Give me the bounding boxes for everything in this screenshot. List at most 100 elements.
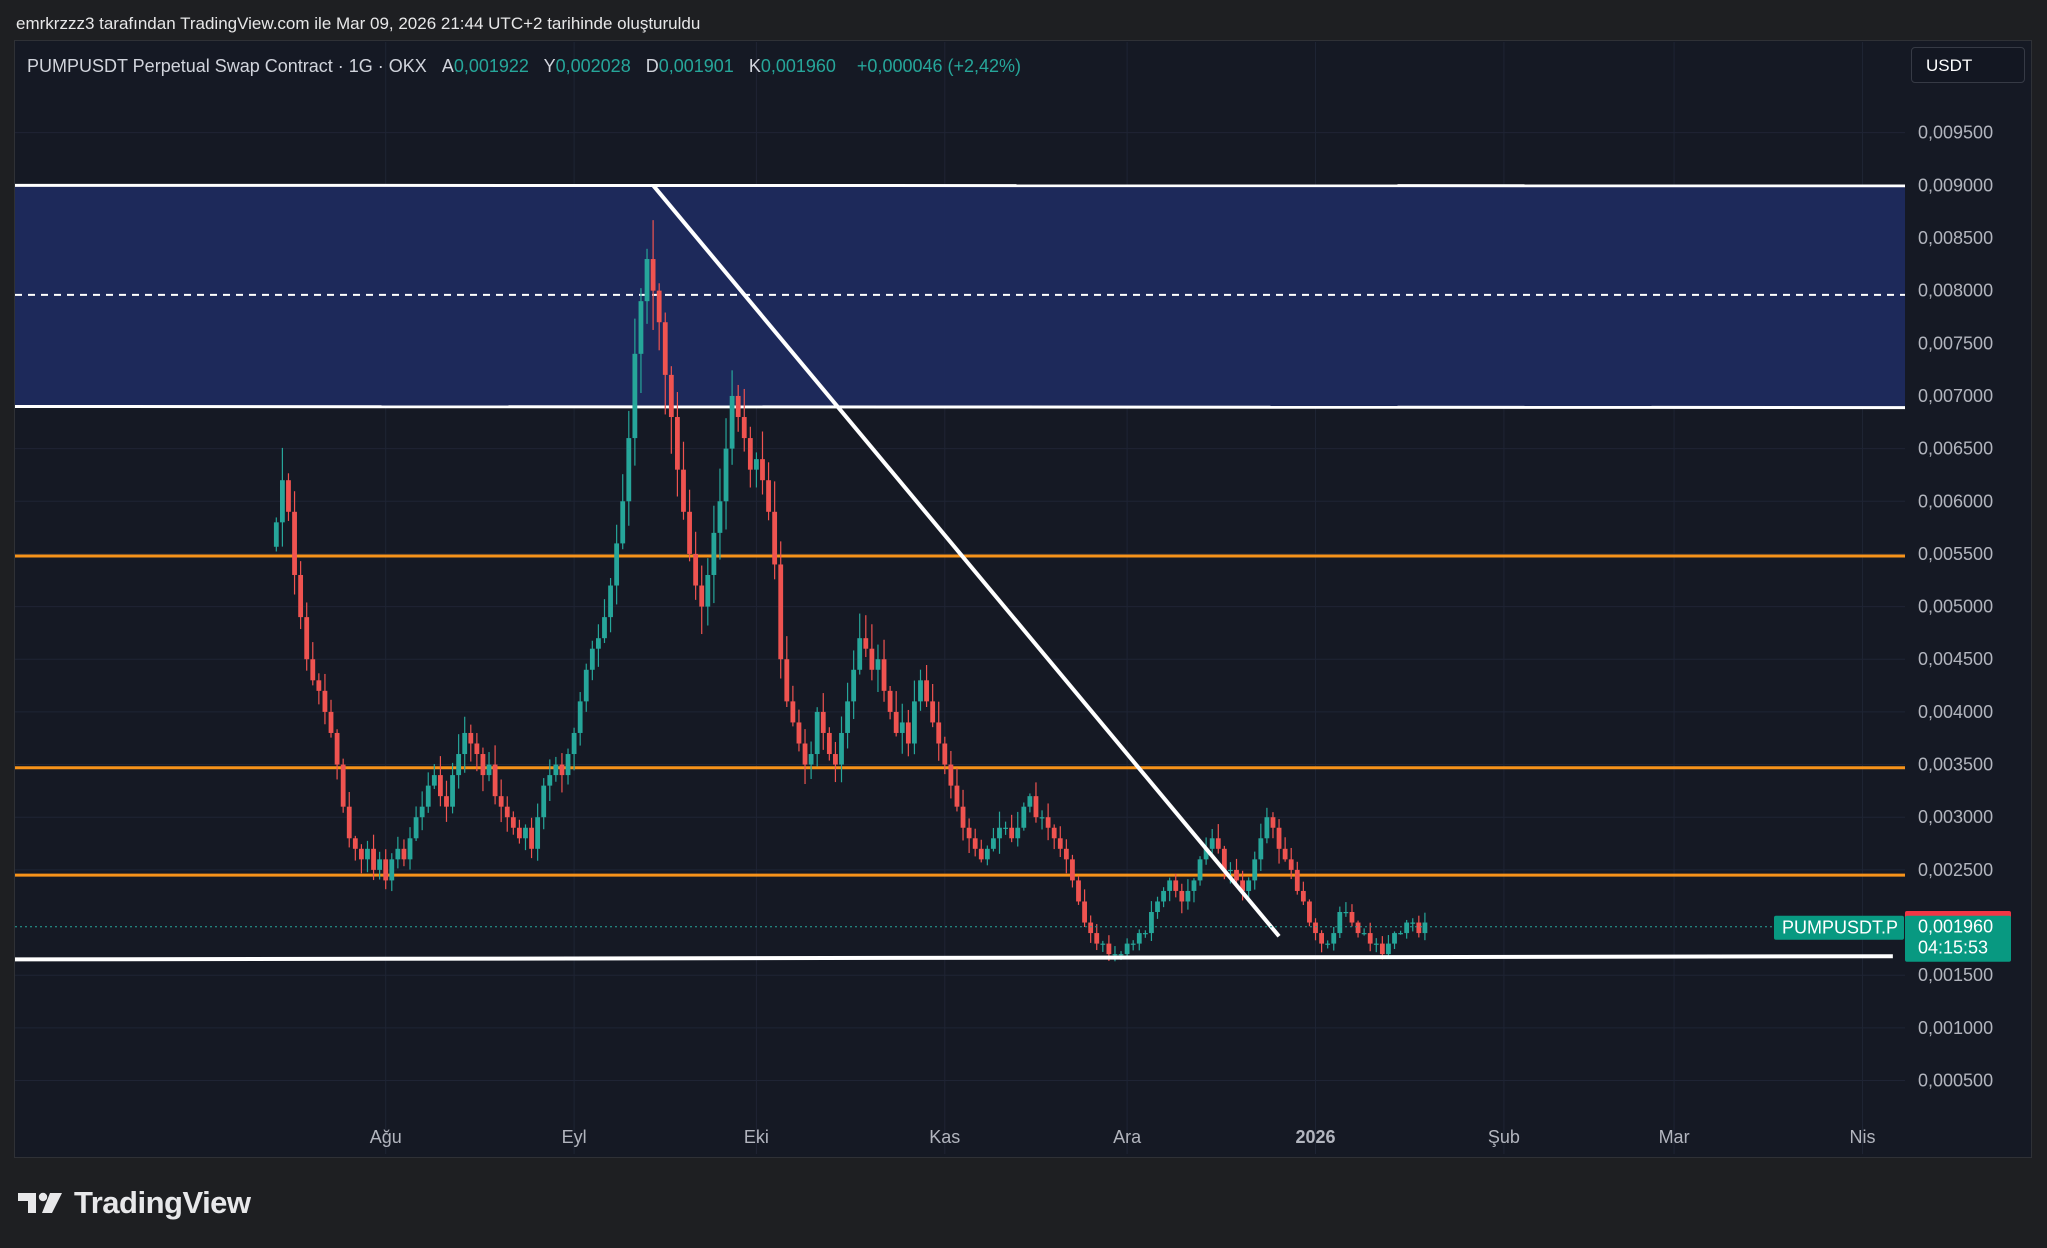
candle[interactable] — [553, 764, 559, 776]
candle[interactable] — [778, 564, 784, 660]
candle[interactable] — [632, 353, 638, 439]
candle[interactable] — [845, 701, 850, 733]
candle[interactable] — [365, 848, 370, 860]
candle[interactable] — [918, 680, 923, 702]
candle[interactable] — [1361, 933, 1367, 935]
candle[interactable] — [808, 754, 814, 765]
candle[interactable] — [1228, 869, 1233, 872]
candle[interactable] — [492, 764, 498, 797]
candle[interactable] — [523, 827, 528, 839]
candle[interactable] — [541, 785, 547, 818]
candle[interactable] — [1027, 796, 1033, 807]
candle[interactable] — [1258, 838, 1264, 860]
candle[interactable] — [1136, 933, 1142, 944]
candle[interactable] — [1100, 943, 1106, 945]
candle[interactable] — [1325, 943, 1331, 945]
candle[interactable] — [820, 711, 826, 733]
candle[interactable] — [1185, 890, 1191, 902]
candle[interactable] — [1276, 827, 1282, 849]
candle[interactable] — [1410, 922, 1416, 924]
candle[interactable] — [419, 806, 425, 818]
candle[interactable] — [559, 764, 565, 776]
candle[interactable] — [814, 711, 820, 755]
candle[interactable] — [286, 480, 291, 512]
candle[interactable] — [1045, 817, 1051, 828]
candle[interactable] — [735, 395, 741, 418]
candle[interactable] — [656, 290, 662, 323]
candle[interactable] — [456, 754, 462, 776]
candle[interactable] — [316, 680, 322, 691]
candle[interactable] — [1252, 859, 1258, 881]
candle[interactable] — [322, 690, 328, 712]
candle[interactable] — [1124, 943, 1130, 955]
candle[interactable] — [1142, 933, 1148, 935]
candle[interactable] — [1264, 817, 1270, 839]
candle[interactable] — [310, 659, 316, 681]
candle[interactable] — [328, 711, 334, 733]
candle[interactable] — [1300, 890, 1306, 902]
candle[interactable] — [444, 796, 449, 807]
candle[interactable] — [711, 532, 717, 575]
candle[interactable] — [881, 659, 887, 691]
candle[interactable] — [1021, 806, 1027, 828]
candle[interactable] — [1313, 922, 1318, 934]
candle[interactable] — [1404, 922, 1410, 934]
candle[interactable] — [407, 838, 413, 860]
candle[interactable] — [1221, 848, 1227, 870]
candle[interactable] — [972, 838, 978, 849]
candle[interactable] — [389, 859, 395, 881]
candle[interactable] — [1294, 869, 1300, 891]
candle[interactable] — [292, 511, 297, 575]
candle[interactable] — [729, 395, 735, 449]
candle[interactable] — [1337, 912, 1343, 934]
candle[interactable] — [960, 806, 966, 828]
candle[interactable] — [899, 722, 905, 733]
candle[interactable] — [1416, 922, 1422, 934]
candle[interactable] — [936, 722, 942, 744]
candle[interactable] — [1076, 880, 1081, 902]
candle[interactable] — [626, 438, 632, 502]
candle[interactable] — [1197, 859, 1203, 881]
candle[interactable] — [1379, 943, 1385, 955]
candle[interactable] — [589, 648, 595, 670]
candle[interactable] — [547, 775, 553, 786]
candle[interactable] — [766, 480, 771, 512]
candle[interactable] — [602, 617, 607, 639]
candle[interactable] — [693, 553, 699, 586]
candle[interactable] — [1355, 922, 1361, 934]
candle[interactable] — [298, 574, 304, 618]
candle[interactable] — [1088, 922, 1094, 934]
candle[interactable] — [1343, 912, 1349, 914]
candle[interactable] — [1057, 838, 1063, 849]
candle[interactable] — [334, 732, 340, 765]
candle[interactable] — [851, 669, 857, 702]
candle[interactable] — [608, 585, 613, 618]
supply-zone[interactable] — [15, 185, 1905, 407]
candle[interactable] — [352, 838, 358, 849]
candle[interactable] — [668, 374, 674, 418]
candle[interactable] — [839, 732, 844, 765]
candle[interactable] — [383, 859, 389, 881]
candle[interactable] — [1398, 933, 1403, 935]
candle[interactable] — [462, 732, 468, 755]
candle[interactable] — [571, 732, 577, 755]
candle[interactable] — [1130, 943, 1136, 945]
candle[interactable] — [1191, 880, 1197, 891]
candle[interactable] — [942, 743, 948, 765]
candle[interactable] — [875, 659, 881, 670]
candle[interactable] — [425, 785, 431, 807]
candle[interactable] — [638, 301, 644, 354]
candle[interactable] — [978, 848, 984, 860]
candle[interactable] — [1307, 901, 1312, 923]
candle[interactable] — [741, 417, 747, 439]
symbol-legend[interactable]: PUMPUSDT Perpetual Swap Contract · 1G · … — [27, 56, 1021, 77]
candle[interactable] — [480, 754, 486, 776]
candle[interactable] — [1070, 859, 1075, 881]
candle[interactable] — [790, 701, 796, 723]
candle[interactable] — [620, 501, 626, 544]
candle[interactable] — [1215, 838, 1221, 849]
candle[interactable] — [1063, 848, 1069, 860]
candle[interactable] — [1051, 827, 1057, 839]
candle[interactable] — [826, 732, 832, 755]
